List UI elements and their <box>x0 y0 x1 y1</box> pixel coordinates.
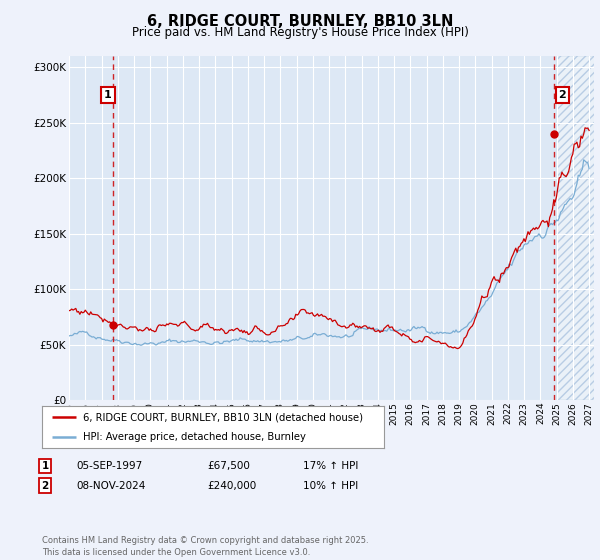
Text: 05-SEP-1997: 05-SEP-1997 <box>77 461 143 471</box>
Text: 17% ↑ HPI: 17% ↑ HPI <box>303 461 358 471</box>
Text: 2: 2 <box>41 480 49 491</box>
Text: 6, RIDGE COURT, BURNLEY, BB10 3LN (detached house): 6, RIDGE COURT, BURNLEY, BB10 3LN (detac… <box>83 412 363 422</box>
Bar <box>557 56 600 400</box>
Bar <box>557 56 600 400</box>
Text: 6, RIDGE COURT, BURNLEY, BB10 3LN: 6, RIDGE COURT, BURNLEY, BB10 3LN <box>147 14 453 29</box>
Text: HPI: Average price, detached house, Burnley: HPI: Average price, detached house, Burn… <box>83 432 306 442</box>
Text: £67,500: £67,500 <box>207 461 250 471</box>
Text: 10% ↑ HPI: 10% ↑ HPI <box>303 480 358 491</box>
Text: 1: 1 <box>104 90 112 100</box>
Text: 2: 2 <box>559 90 566 100</box>
Text: 08-NOV-2024: 08-NOV-2024 <box>77 480 146 491</box>
Text: £240,000: £240,000 <box>207 480 256 491</box>
Text: 1: 1 <box>41 461 49 471</box>
Text: Price paid vs. HM Land Registry's House Price Index (HPI): Price paid vs. HM Land Registry's House … <box>131 26 469 39</box>
Bar <box>557 56 600 400</box>
Text: Contains HM Land Registry data © Crown copyright and database right 2025.
This d: Contains HM Land Registry data © Crown c… <box>42 536 368 557</box>
